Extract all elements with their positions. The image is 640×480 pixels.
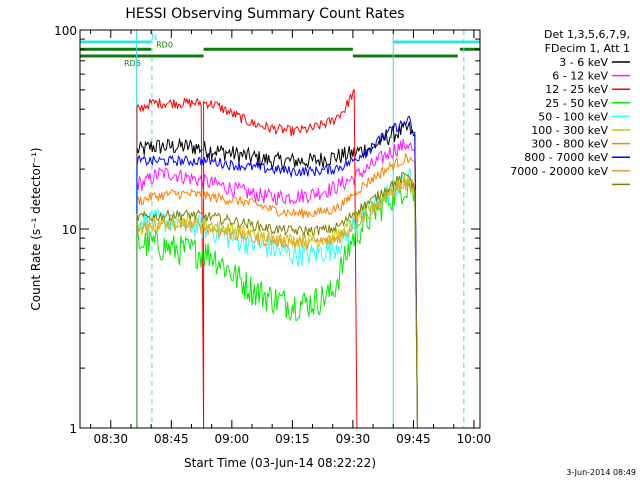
- legend-label: 300 - 800 keV: [531, 138, 608, 151]
- y-tick-label: 10: [62, 223, 77, 237]
- series-line: [136, 138, 418, 429]
- x-tick-label: 09:15: [275, 432, 310, 446]
- y-tick-label: 1: [69, 422, 77, 436]
- x-axis-label: Start Time (03-Jun-14 08:22:22): [184, 456, 376, 470]
- series-line: [136, 171, 418, 429]
- legend-label: 50 - 100 keV: [538, 110, 608, 123]
- x-tick-label: 09:45: [396, 432, 431, 446]
- x-tick-label: 08:45: [154, 432, 189, 446]
- series-line: [136, 152, 418, 429]
- flag-label: N: [151, 33, 157, 42]
- flag-label: RD6: [124, 59, 141, 68]
- x-tick-label: 10:00: [457, 432, 492, 446]
- legend-label: 12 - 25 keV: [545, 83, 608, 96]
- series-line: [136, 115, 418, 429]
- series-line: [136, 178, 418, 429]
- x-tick-label: 09:00: [215, 432, 250, 446]
- y-axis-label: Count Rate (s⁻¹ detector⁻¹): [29, 147, 43, 310]
- legend: Det 1,3,5,6,7,9,FDecim 1, Att 13 - 6 keV…: [510, 28, 630, 186]
- footer-timestamp: 3-Jun-2014 08:49: [566, 468, 636, 477]
- legend-label: 3 - 6 keV: [559, 56, 608, 69]
- legend-label: 100 - 300 keV: [531, 124, 608, 137]
- legend-label: 25 - 50 keV: [545, 97, 608, 110]
- x-tick-label: 08:30: [93, 432, 128, 446]
- y-tick-label: 100: [54, 24, 77, 38]
- axes: 08:30 08:45 09:00 09:15 09:30 09:45 10:00 1 10 10…: [54, 24, 491, 446]
- series-line: [136, 178, 418, 429]
- legend-header: Det 1,3,5,6,7,9,: [544, 28, 630, 41]
- series-line: [136, 88, 358, 429]
- x-tick-label: 09:30: [336, 432, 371, 446]
- legend-label: 800 - 7000 keV: [524, 151, 608, 164]
- legend-label: 6 - 12 keV: [552, 70, 608, 83]
- flag-label: RD0: [156, 40, 173, 49]
- series-group: [136, 88, 418, 429]
- chart-title: HESSI Observing Summary Count Rates: [125, 6, 404, 22]
- legend-label: 7000 - 20000 keV: [510, 165, 608, 178]
- legend-header: FDecim 1, Att 1: [545, 42, 630, 55]
